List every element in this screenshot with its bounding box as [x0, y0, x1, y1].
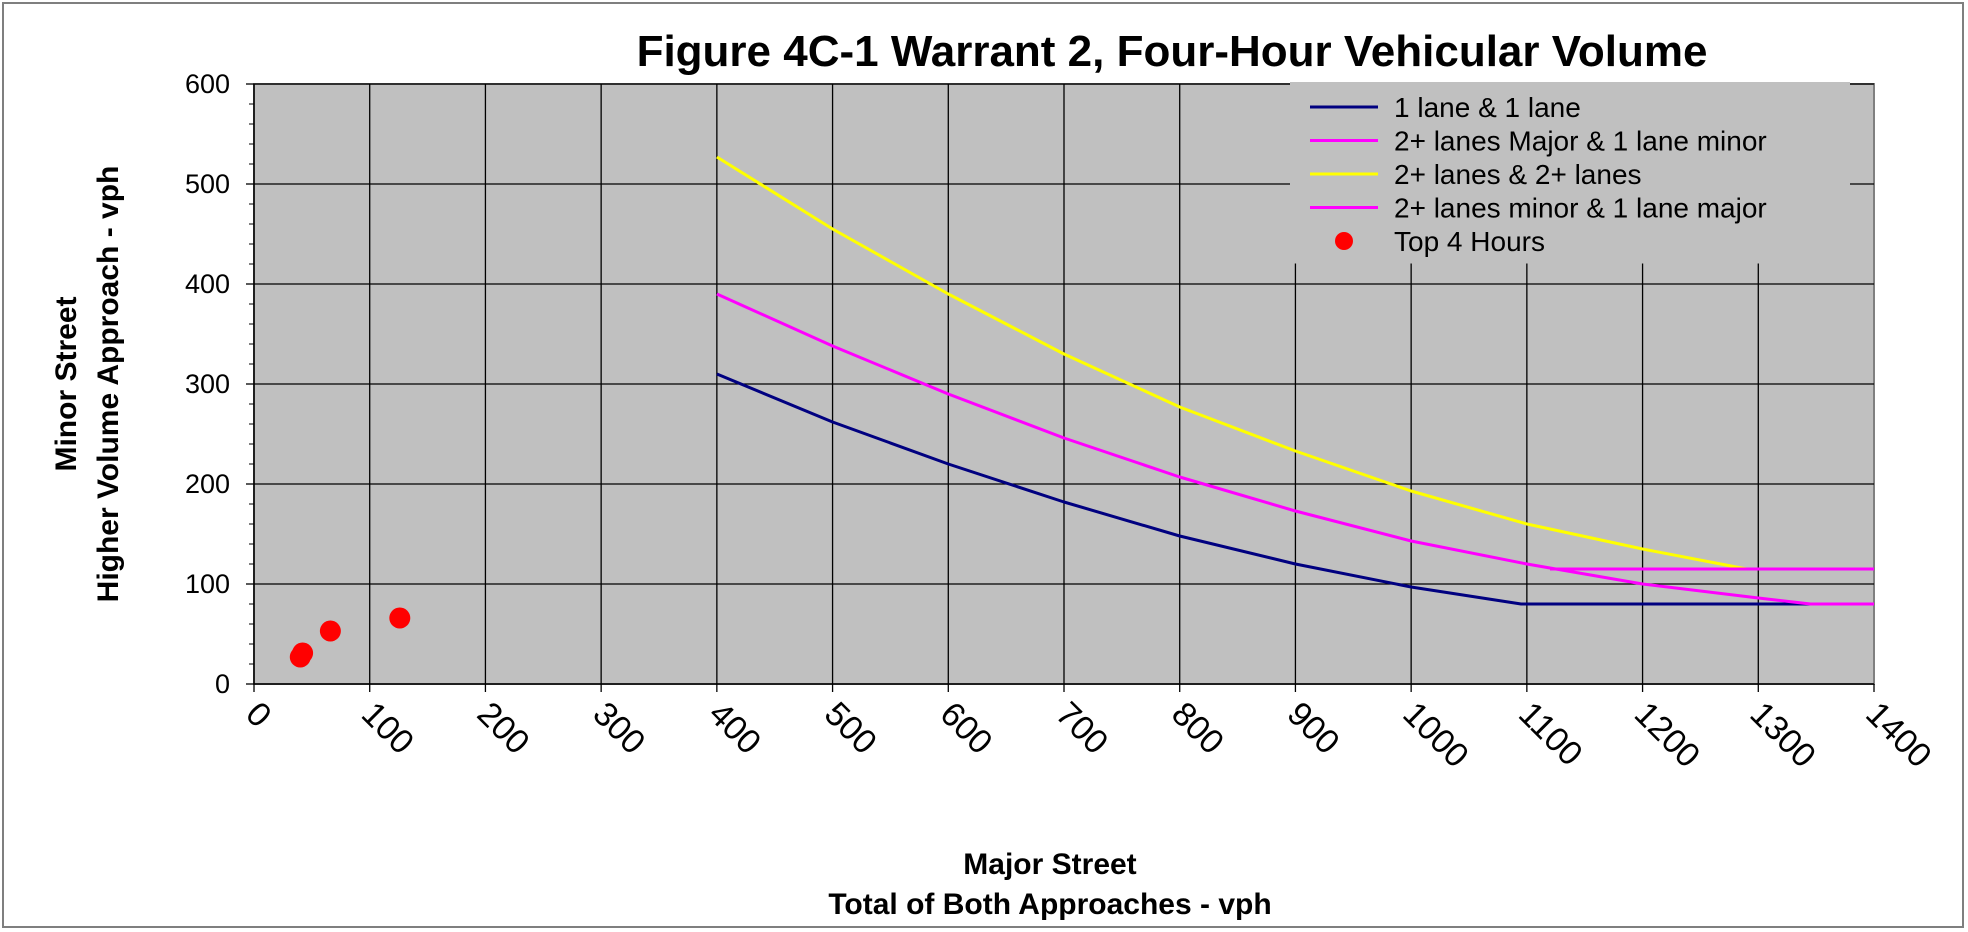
x-tick-label: 1400: [1858, 695, 1938, 775]
legend-label: Top 4 Hours: [1394, 226, 1545, 257]
series-layer: [289, 155, 1874, 668]
axes: [246, 83, 1875, 692]
y-axis-title-line-2: Higher Volume Approach - vph: [92, 166, 125, 603]
y-tick-label: 400: [185, 269, 230, 299]
y-axis-title-line-1: Minor Street: [50, 296, 83, 471]
x-tick-label: 1000: [1395, 695, 1475, 775]
x-tick-label: 200: [470, 695, 537, 762]
y-tick-label: 500: [185, 169, 230, 199]
x-tick-label: 100: [354, 695, 421, 762]
series-line-3: [716, 155, 1747, 571]
legend-label: 2+ lanes minor & 1 lane major: [1394, 193, 1767, 224]
legend-label: 2+ lanes Major & 1 lane minor: [1394, 126, 1767, 157]
x-tick-label: 300: [585, 695, 652, 762]
x-tick-label: 700: [1048, 695, 1115, 762]
y-tick-label: 200: [185, 469, 230, 499]
x-tick-label: 1300: [1743, 695, 1823, 775]
legend-swatch-marker: [1335, 232, 1353, 250]
x-tick-label: 0: [238, 695, 278, 735]
y-tick-label: 0: [215, 669, 230, 699]
legend-box: [1290, 82, 1850, 264]
chart-title: Figure 4C-1 Warrant 2, Four-Hour Vehicul…: [637, 27, 1708, 76]
legend-label: 1 lane & 1 lane: [1394, 92, 1581, 123]
x-tick-label: 400: [701, 695, 768, 762]
y-tick-label: 300: [185, 369, 230, 399]
scatter-point: [292, 642, 314, 664]
y-tick-label: 100: [185, 569, 230, 599]
x-tick-label: 800: [1164, 695, 1231, 762]
x-tick-label: 600: [933, 695, 1000, 762]
x-axis-title-line-1: Major Street: [963, 848, 1136, 881]
x-tick-labels: 0 100 200 300 400 500 600 700 800 900 1000 1100 1200…: [238, 695, 1938, 775]
legend-label: 2+ lanes & 2+ lanes: [1394, 159, 1642, 190]
x-tick-label: 500: [817, 695, 884, 762]
series-line-2: [716, 292, 1874, 606]
series-line-1: [716, 372, 1874, 606]
y-tick-label: 600: [185, 69, 230, 99]
x-tick-label: 900: [1280, 695, 1347, 762]
x-tick-label: 1200: [1627, 695, 1707, 775]
scatter-point: [319, 620, 341, 642]
x-tick-label: 1100: [1511, 695, 1590, 774]
y-tick-labels: 0 100 200 300 400 500 600: [185, 69, 230, 699]
x-axis-title-line-2: Total of Both Approaches - vph: [828, 888, 1271, 921]
scatter-point: [389, 607, 411, 629]
